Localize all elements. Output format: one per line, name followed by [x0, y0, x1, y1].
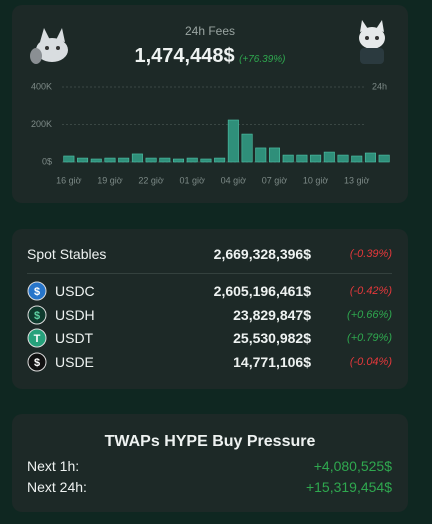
twap-label: Next 24h:: [27, 479, 87, 495]
row-amount: 2,605,196,461$: [213, 283, 311, 299]
bar: [131, 153, 143, 163]
y-tick-label: 0$: [42, 156, 52, 166]
bar: [90, 158, 102, 163]
x-tick-label: 19 giờ: [97, 175, 123, 185]
bar: [310, 154, 322, 163]
range-label: 24h: [372, 81, 387, 91]
bar: [337, 154, 349, 163]
row-change: (-0.04%): [349, 356, 392, 369]
twap-value: +15,319,454$: [305, 479, 392, 495]
twap-card: [12, 414, 408, 512]
bar: [378, 154, 390, 163]
cat-icon: [30, 28, 68, 64]
x-tick-label: 07 giờ: [262, 175, 288, 185]
bar: [63, 155, 75, 163]
fees-change: (+76.39%): [239, 54, 286, 65]
bar: [145, 157, 157, 163]
x-tick-label: 13 giờ: [344, 175, 370, 185]
row-change: (+0.79%): [347, 332, 392, 345]
svg-text:T: T: [34, 333, 41, 345]
bar: [255, 147, 267, 163]
stables-card: [12, 229, 408, 389]
divider: [27, 273, 392, 274]
y-tick-label: 400K: [31, 81, 52, 91]
coin-icon: T: [27, 328, 47, 348]
row-label: USDH: [55, 306, 95, 323]
row-change: (+0.66%): [347, 308, 392, 321]
fees-total: 1,474,448$: [134, 45, 235, 67]
fees-title: 24h Fees: [184, 24, 236, 38]
row-label: USDC: [55, 283, 95, 299]
bar: [118, 157, 130, 163]
x-tick-label: 01 giờ: [180, 175, 206, 185]
twap-label: Next 1h:: [27, 458, 80, 474]
x-tick-label: 22 giờ: [138, 175, 164, 185]
row-amount: 25,530,982$: [233, 330, 311, 347]
bar: [282, 154, 294, 163]
fees-total-row: 1,474,448$ (+76.39%): [0, 45, 420, 68]
coin-icon: $: [27, 352, 47, 372]
svg-text:$: $: [34, 310, 40, 322]
bar: [364, 152, 376, 163]
bar: [227, 119, 239, 163]
bar: [186, 157, 198, 163]
svg-text:$: $: [34, 357, 40, 369]
bar: [200, 158, 212, 163]
bar: [296, 154, 308, 163]
row-label: USDE: [55, 354, 94, 371]
bar: [214, 157, 226, 163]
twap-title: TWAPs HYPE Buy Pressure: [104, 433, 316, 450]
row-amount: 2,669,328,396$: [213, 246, 311, 262]
coin-icon: $: [27, 281, 47, 301]
fees-chart: 0$ 200K 400K 24h 16 giờ 19 giờ 22 giờ 01 giờ 04 …: [31, 81, 390, 185]
twap-value: +4,080,525$: [313, 458, 392, 474]
row-amount: 23,829,847$: [233, 306, 311, 323]
bar: [159, 157, 171, 163]
cat-icon: [359, 20, 385, 64]
bar: [241, 133, 253, 163]
bar: [268, 147, 280, 163]
x-tick-label: 10 giờ: [303, 175, 329, 185]
y-tick-label: 200K: [31, 119, 52, 129]
bar: [104, 157, 116, 163]
row-change: (-0.39%): [349, 248, 392, 260]
row-label: USDT: [55, 330, 94, 347]
bar: [323, 151, 335, 163]
row-amount: 14,771,106$: [233, 354, 311, 371]
svg-text:$: $: [34, 286, 40, 298]
bar: [351, 155, 363, 163]
x-tick-label: 16 giờ: [56, 175, 82, 185]
coin-icon: $: [27, 305, 47, 325]
row-label: Spot Stables: [27, 246, 107, 262]
bar: [173, 158, 185, 163]
fees-card: [12, 5, 408, 203]
row-change: (-0.42%): [349, 285, 392, 297]
x-tick-label: 04 giờ: [221, 175, 247, 185]
bar: [77, 157, 89, 163]
